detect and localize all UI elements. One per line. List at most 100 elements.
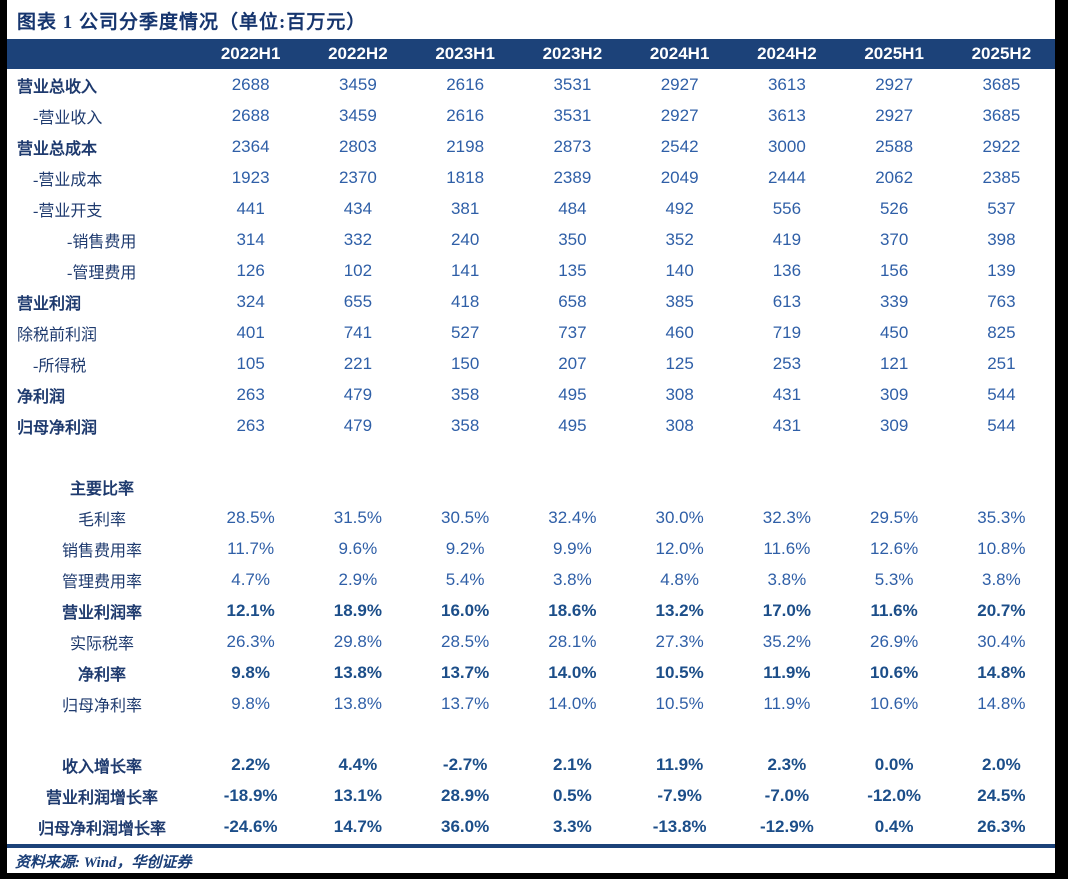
cell-value: 2927 <box>875 74 914 94</box>
cell-value: 3.8% <box>767 569 807 589</box>
cell-value: 141 <box>450 260 480 280</box>
row-label: -销售费用 <box>67 233 137 251</box>
cell-value: 263 <box>236 415 265 435</box>
row-label: 营业利润增长率 <box>45 789 158 807</box>
cell-value: 419 <box>772 229 802 249</box>
table-row: -管理费用 126 102 141 135 140 136 156 139 <box>7 255 1055 286</box>
cell-value: 13.8% <box>333 693 382 713</box>
row-label: 主要比率 <box>69 480 134 498</box>
cell-value: 10.6% <box>870 662 919 682</box>
cell-value: 12.0% <box>655 538 704 558</box>
cell-value: 2.1% <box>553 754 592 774</box>
cell-value: 10.8% <box>977 538 1026 558</box>
cell-value: 450 <box>879 322 909 342</box>
cell-value: 3613 <box>767 105 806 125</box>
cell-value: 20.7% <box>977 600 1026 620</box>
cell-value: 18.6% <box>548 600 597 620</box>
table-row: 营业总成本 2364 2803 2198 2873 2542 3000 2588 2922 <box>7 131 1055 162</box>
cell-value: 431 <box>772 384 802 404</box>
cell-value: 11.7% <box>227 538 275 558</box>
table-row: 毛利率 28.5% 31.5% 30.5% 32.4% 30.0% 32.3% 29.5% 35… <box>7 502 1055 533</box>
cell-value: 2927 <box>660 74 699 94</box>
cell-value: 2542 <box>660 136 699 156</box>
table-row: 实际税率 26.3% 29.8% 28.5% 28.1% 27.3% 35.2% 26.9% 3… <box>7 626 1055 657</box>
cell-value: 2616 <box>446 105 485 125</box>
cell-value: 3613 <box>767 74 806 94</box>
cell-value: 28.9% <box>441 785 490 805</box>
cell-value: 13.7% <box>441 693 490 713</box>
cell-value: 12.1% <box>226 600 275 620</box>
cell-value: 2803 <box>338 136 377 156</box>
cell-value: 35.2% <box>762 631 811 651</box>
cell-value: 32.3% <box>762 507 811 527</box>
cell-value <box>841 471 948 502</box>
cell-value: 12.6% <box>870 538 919 558</box>
cell-value: 434 <box>343 198 373 218</box>
cell-value: 14.0% <box>548 693 597 713</box>
cell-value: 544 <box>987 384 1016 404</box>
cell-value: 3531 <box>553 74 592 94</box>
cell-value: 2616 <box>446 74 485 94</box>
row-label: 营业总收入 <box>17 78 98 96</box>
header-cell-period: 2023H2 <box>518 39 626 69</box>
cell-value <box>412 471 519 502</box>
cell-value: 613 <box>772 291 802 311</box>
cell-value: 431 <box>772 415 802 435</box>
table-row: 管理费用率 4.7% 2.9% 5.4% 3.8% 4.8% 3.8% 5.3% 3.8% <box>7 564 1055 595</box>
cell-value: 26.3% <box>226 631 275 651</box>
cell-value: 2688 <box>231 105 270 125</box>
cell-value: 3531 <box>553 105 592 125</box>
quarterly-financials-table: 2022H1 2022H2 2023H1 2023H2 2024H1 2024H… <box>7 39 1055 842</box>
cell-value: 314 <box>236 229 265 249</box>
source-footer: 资料来源: Wind，华创证券 <box>7 844 1055 872</box>
cell-value <box>519 471 626 502</box>
cell-value: 2062 <box>875 167 914 187</box>
cell-value: -24.6% <box>223 816 278 836</box>
cell-value: 14.7% <box>333 816 382 836</box>
cell-value: 3685 <box>982 105 1021 125</box>
cell-value: 135 <box>558 260 587 280</box>
cell-value: 495 <box>558 415 587 435</box>
cell-value: 2049 <box>660 167 699 187</box>
cell-value: 11.6% <box>763 538 811 558</box>
row-label: -营业收入 <box>33 109 103 127</box>
cell-value: 10.6% <box>870 693 919 713</box>
row-label: 营业利润 <box>17 295 82 313</box>
row-label: 实际税率 <box>69 635 134 653</box>
cell-value: 658 <box>558 291 587 311</box>
cell-value: 16.0% <box>441 600 490 620</box>
cell-value: 2927 <box>875 105 914 125</box>
cell-value: 719 <box>772 322 802 342</box>
cell-value: 324 <box>236 291 265 311</box>
cell-value: 308 <box>665 384 694 404</box>
cell-value: 825 <box>987 322 1016 342</box>
cell-value: 263 <box>236 384 265 404</box>
cell-value: 17.0% <box>762 600 811 620</box>
cell-value: 3.8% <box>553 569 592 589</box>
cell-value: 3459 <box>338 105 377 125</box>
cell-value: 479 <box>343 415 373 435</box>
table-row: 归母净利润增长率 -24.6% 14.7% 36.0% 3.3% -13.8% -12.9%… <box>7 811 1055 842</box>
cell-value: 150 <box>450 353 480 373</box>
cell-value: 11.9% <box>763 693 811 713</box>
cell-value: 339 <box>879 291 909 311</box>
cell-value: 418 <box>450 291 480 311</box>
cell-value: -12.9% <box>759 816 814 836</box>
row-label: 净利率 <box>77 666 126 684</box>
cell-value: 2.2% <box>231 754 270 774</box>
cell-value <box>626 471 733 502</box>
row-label: 管理费用率 <box>61 573 142 591</box>
cell-value: 9.8% <box>231 662 270 682</box>
cell-value: 28.5% <box>441 631 490 651</box>
cell-value: 527 <box>450 322 480 342</box>
row-label: -营业成本 <box>33 171 103 189</box>
cell-value: 381 <box>450 198 480 218</box>
cell-value: 398 <box>987 229 1016 249</box>
table-body: 营业总收入 2688 3459 2616 3531 2927 3613 2927 3685 -营业… <box>7 69 1055 842</box>
cell-value: 537 <box>987 198 1016 218</box>
cell-value: 11.9% <box>655 754 704 774</box>
cell-value <box>733 471 840 502</box>
cell-value: 0.4% <box>874 816 914 836</box>
cell-value: 26.3% <box>977 816 1026 836</box>
cell-value: -12.0% <box>867 785 922 805</box>
